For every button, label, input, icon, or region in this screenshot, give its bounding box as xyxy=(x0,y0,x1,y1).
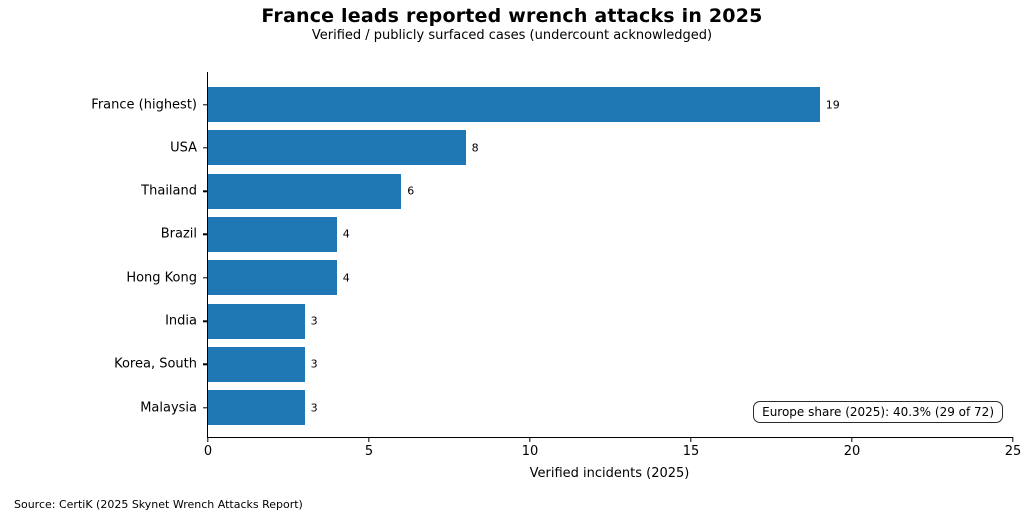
bar-malaysia xyxy=(208,390,305,426)
bar-thailand xyxy=(208,173,402,209)
chart-title: France leads reported wrench attacks in … xyxy=(261,5,763,27)
category-label: Korea, South xyxy=(114,356,197,372)
y-tick-mark xyxy=(202,103,208,106)
bar-korea-south xyxy=(208,346,305,382)
bar-value-label: 4 xyxy=(342,271,350,285)
bar-value-label: 19 xyxy=(825,98,840,111)
bar-india xyxy=(208,303,305,339)
x-axis-label: Verified incidents (2025) xyxy=(529,466,690,481)
plot-area: 19 France (highest) 8 USA 6 Thailand 4 Brazil 4 H… xyxy=(91,72,1021,459)
x-tick-mark xyxy=(529,437,531,442)
category-label: Brazil xyxy=(160,226,197,242)
category-label: Thailand xyxy=(141,183,197,199)
x-tick-label: 25 xyxy=(1004,444,1022,459)
bar-value-label: 3 xyxy=(310,314,318,328)
category-label: USA xyxy=(170,140,197,156)
category-label: Hong Kong xyxy=(126,270,197,286)
category-label: India xyxy=(165,313,197,329)
x-tick-label: 20 xyxy=(843,444,861,459)
x-tick-mark xyxy=(207,437,209,442)
x-tick-label: 10 xyxy=(521,444,539,459)
x-tick-mark xyxy=(1012,437,1014,442)
europe-share-annotation: Europe share (2025): 40.3% (29 of 72) xyxy=(753,401,1003,423)
x-tick-mark xyxy=(368,437,370,442)
bar-brazil xyxy=(208,216,337,252)
y-tick-mark xyxy=(202,233,208,236)
bar-usa xyxy=(208,130,466,166)
x-tick-label: 15 xyxy=(682,444,700,459)
category-label: Malaysia xyxy=(140,400,197,416)
bar-value-label: 3 xyxy=(310,401,318,415)
source-note: Source: CertiK (2025 Skynet Wrench Attac… xyxy=(14,498,303,511)
y-tick-mark xyxy=(202,407,208,409)
y-tick-mark xyxy=(202,320,208,322)
bar-value-label: 6 xyxy=(407,184,415,198)
bar-value-label: 8 xyxy=(471,141,479,155)
x-tick-label: 5 xyxy=(364,444,374,459)
bar-value-label: 3 xyxy=(310,357,318,371)
y-tick-mark xyxy=(202,277,208,279)
x-tick-mark xyxy=(851,437,853,442)
y-tick-mark xyxy=(202,190,208,192)
category-label: France (highest) xyxy=(91,97,197,112)
bar-value-label: 4 xyxy=(342,227,350,241)
bar-france-highest xyxy=(208,87,820,122)
chart-subtitle: Verified / publicly surfaced cases (unde… xyxy=(311,28,713,43)
x-tick-label: 0 xyxy=(203,444,213,459)
y-tick-mark xyxy=(202,363,208,366)
x-tick-mark xyxy=(690,437,692,442)
y-tick-mark xyxy=(202,147,208,149)
bar-hong-kong xyxy=(208,260,337,296)
